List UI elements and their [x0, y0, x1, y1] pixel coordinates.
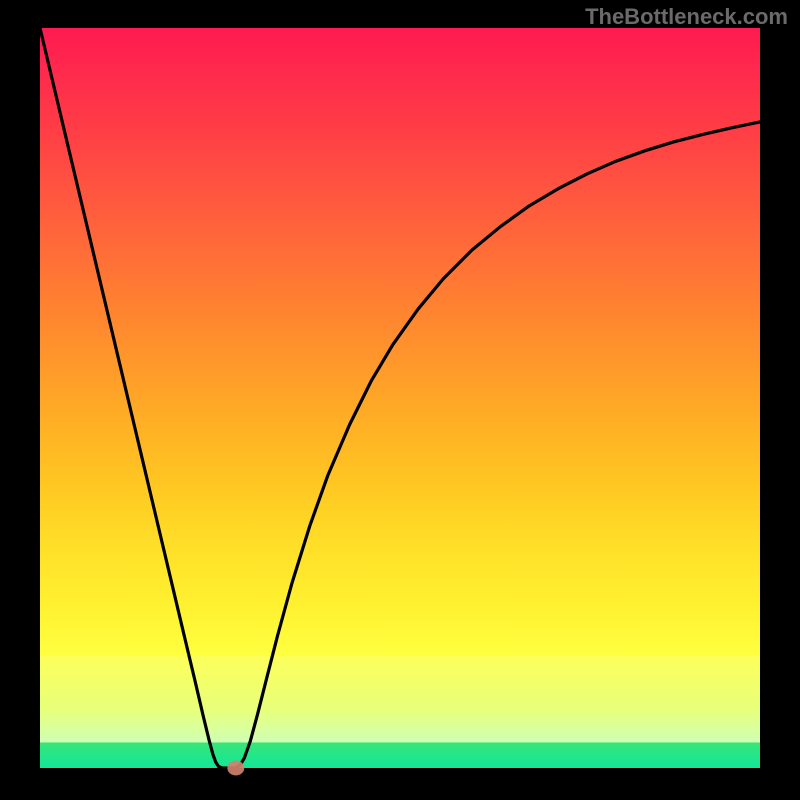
- optimal-point-marker: [227, 761, 244, 776]
- chart-container: TheBottleneck.com: [0, 0, 800, 800]
- bottleneck-chart: [0, 0, 800, 800]
- gradient-background: [40, 28, 760, 768]
- attribution-label: TheBottleneck.com: [585, 4, 788, 30]
